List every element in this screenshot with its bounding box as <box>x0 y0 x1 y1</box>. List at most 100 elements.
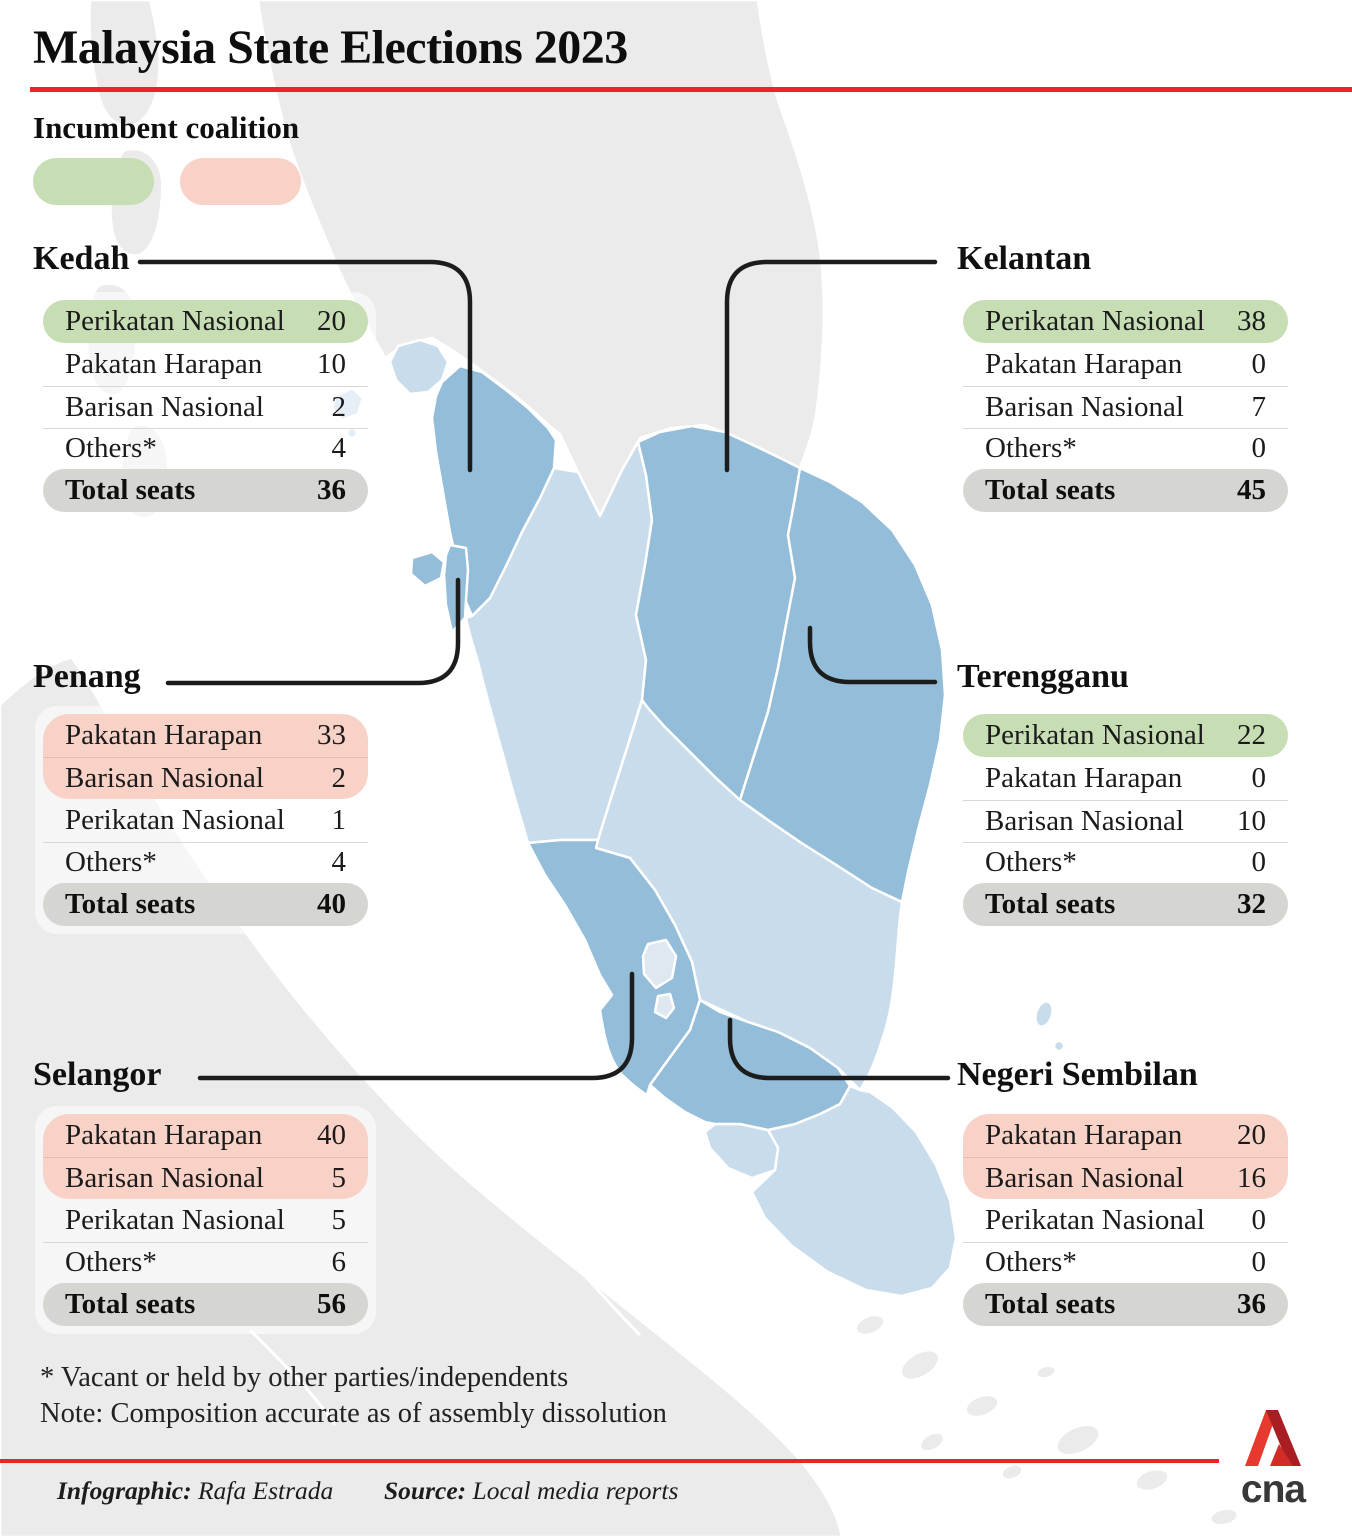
total-label: Total seats <box>985 888 1116 920</box>
leader-terengganu <box>807 625 938 685</box>
table-row: Pakatan Harapan 0 <box>963 757 1288 800</box>
footnote-note: Note: Composition accurate as of assembl… <box>40 1398 667 1429</box>
total-seats: 36 <box>1237 1288 1266 1320</box>
state-heading-selangor: Selangor <box>33 1056 162 1093</box>
party-name: Others* <box>985 846 1077 879</box>
table-row: Pakatan Harapan 33 <box>43 714 368 757</box>
footer-rule <box>0 1459 1219 1463</box>
total-label: Total seats <box>65 1288 196 1320</box>
map-state-terengganu <box>738 466 947 904</box>
leader-negeri-sembilan <box>727 1017 951 1081</box>
seat-count: 5 <box>331 1161 347 1194</box>
legend-swatch-green <box>33 158 154 205</box>
map-island <box>1052 1039 1066 1053</box>
map-island-tioman <box>1034 1000 1054 1028</box>
map-enclave-putrajaya <box>653 992 676 1020</box>
seat-count: 20 <box>1237 1119 1266 1151</box>
table-row: Pakatan Harapan 20 <box>963 1114 1288 1157</box>
table-row: Barisan Nasional 7 <box>963 386 1288 428</box>
seat-count: 20 <box>317 305 346 337</box>
seat-count: 0 <box>1251 846 1267 879</box>
state-table-terengganu: Perikatan Nasional 22 Pakatan Harapan 0 … <box>955 706 1296 934</box>
total-label: Total seats <box>985 474 1116 506</box>
table-row: Barisan Nasional 2 <box>43 757 368 799</box>
footnote-asterisk: * Vacant or held by other parties/indepe… <box>40 1362 569 1393</box>
total-seats: 56 <box>317 1288 346 1320</box>
party-name: Barisan Nasional <box>985 390 1184 423</box>
total-row: Total seats 32 <box>963 883 1288 926</box>
map-neighbor-island <box>899 1348 941 1382</box>
party-name: Perikatan Nasional <box>985 305 1205 337</box>
map-neighbor-island <box>918 1431 946 1453</box>
seat-count: 40 <box>317 1119 346 1151</box>
table-row: Others* 0 <box>963 841 1288 884</box>
table-row: Perikatan Nasional 5 <box>43 1199 368 1242</box>
party-name: Others* <box>985 432 1077 465</box>
seat-count: 10 <box>317 348 346 380</box>
seat-count: 38 <box>1237 305 1266 337</box>
total-row: Total seats 36 <box>43 469 368 512</box>
map-state-selangor <box>526 838 702 1097</box>
total-label: Total seats <box>65 474 196 506</box>
party-name: Pakatan Harapan <box>65 719 263 751</box>
seat-count: 33 <box>317 719 346 751</box>
party-name: Barisan Nasional <box>65 1161 264 1194</box>
table-row: Pakatan Harapan 40 <box>43 1114 368 1157</box>
seat-count: 22 <box>1237 719 1266 751</box>
leader-selangor <box>197 971 635 1081</box>
table-row: Perikatan Nasional 22 <box>963 714 1288 757</box>
map-neighbor-island <box>964 1393 1000 1419</box>
state-heading-kedah: Kedah <box>33 240 130 277</box>
party-name: Barisan Nasional <box>65 390 264 423</box>
party-name: Perikatan Nasional <box>985 719 1205 751</box>
state-table-kedah: Perikatan Nasional 20 Pakatan Harapan 10… <box>35 292 376 520</box>
credit-infographic-label: Infographic: <box>57 1476 192 1505</box>
leader-kedah <box>137 259 473 473</box>
table-row: Others* 6 <box>43 1241 368 1284</box>
party-name: Pakatan Harapan <box>65 1119 263 1151</box>
incumbent-highlight-group: Pakatan Harapan 33 Barisan Nasional 2 <box>43 714 368 799</box>
cna-logo: cna <box>1240 1408 1306 1509</box>
party-name: Perikatan Nasional <box>985 1203 1205 1236</box>
credit-infographic-value: Rafa Estrada <box>197 1476 334 1505</box>
party-name: Perikatan Nasional <box>65 1203 285 1236</box>
table-row: Others* 0 <box>963 427 1288 470</box>
legend-heading: Incumbent coalition <box>33 110 300 145</box>
seat-count: 1 <box>331 803 347 836</box>
leader-penang <box>165 577 461 686</box>
credit-infographic: Infographic: Rafa Estrada <box>57 1476 333 1506</box>
map-neighbor-island <box>88 0 161 128</box>
party-name: Others* <box>985 1246 1077 1279</box>
total-row: Total seats 36 <box>963 1283 1288 1326</box>
map-neighbor-island <box>1000 1463 1024 1481</box>
state-heading-kelantan: Kelantan <box>957 240 1092 277</box>
map-neighbor-island <box>854 1313 886 1337</box>
state-table-penang: Pakatan Harapan 33 Barisan Nasional 2 Pe… <box>35 706 376 934</box>
seat-count: 7 <box>1251 390 1267 423</box>
party-name: Others* <box>65 846 157 879</box>
incumbent-highlight-group: Pakatan Harapan 40 Barisan Nasional 5 <box>43 1114 368 1199</box>
seat-count: 4 <box>331 432 347 465</box>
table-row: Others* 0 <box>963 1241 1288 1284</box>
table-row: Barisan Nasional 5 <box>43 1157 368 1199</box>
seat-count: 0 <box>1251 762 1267 794</box>
table-row: Pakatan Harapan 10 <box>43 343 368 386</box>
map-neighbor-island <box>1034 1364 1058 1380</box>
party-name: Barisan Nasional <box>65 761 264 794</box>
party-name: Others* <box>65 432 157 465</box>
table-row: Perikatan Nasional 20 <box>43 300 368 343</box>
table-row: Perikatan Nasional 1 <box>43 799 368 842</box>
seat-count: 0 <box>1251 348 1267 380</box>
party-name: Perikatan Nasional <box>65 305 285 337</box>
table-row: Perikatan Nasional 38 <box>963 300 1288 343</box>
credit-source-label: Source: <box>384 1476 467 1505</box>
party-name: Pakatan Harapan <box>65 348 263 380</box>
map-river-line <box>518 1203 642 1337</box>
credit-source-value: Local media reports <box>472 1476 679 1505</box>
seat-count: 0 <box>1251 1246 1267 1279</box>
total-seats: 45 <box>1237 474 1266 506</box>
leader-kelantan <box>724 259 938 473</box>
table-row: Pakatan Harapan 0 <box>963 343 1288 386</box>
map-neighbor-island <box>1055 1423 1101 1457</box>
